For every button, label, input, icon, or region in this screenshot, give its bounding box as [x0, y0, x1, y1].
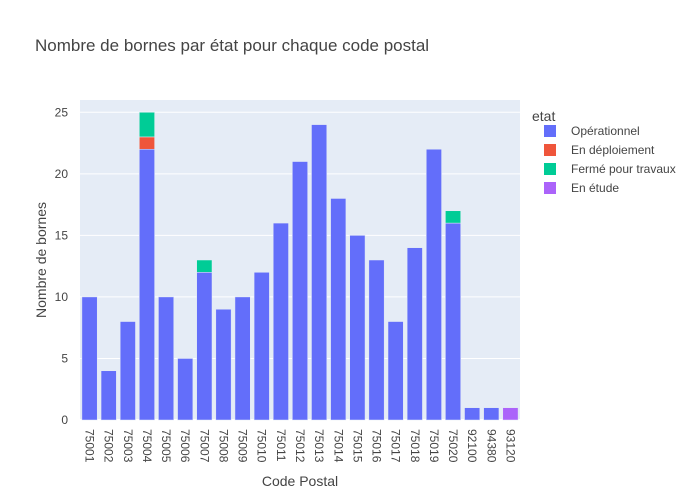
x-tick-label: 75012	[293, 429, 307, 463]
bar-75009-series-0[interactable]	[234, 296, 251, 421]
legend-item[interactable]: Opérationnel	[544, 124, 640, 138]
bar-75018-series-0[interactable]	[406, 247, 423, 421]
x-tick-label: 75011	[274, 429, 288, 462]
x-tick-label: 94380	[484, 429, 498, 463]
legend-label: Opérationnel	[571, 124, 640, 138]
y-tick-label: 10	[55, 290, 69, 304]
bars	[81, 112, 519, 421]
x-tick-label: 93120	[503, 429, 517, 463]
y-axis-ticks: 0 5 10 15 20 25	[55, 105, 69, 427]
bar-75011-series-0[interactable]	[272, 222, 289, 421]
bar-75012-series-0[interactable]	[292, 161, 308, 421]
y-tick-label: 25	[55, 105, 69, 119]
bar-75010-series-0[interactable]	[253, 272, 270, 421]
bar-75002-series-0[interactable]	[100, 370, 117, 421]
x-tick-label: 75018	[408, 429, 422, 463]
bar-92100-series-0[interactable]	[464, 407, 481, 421]
legend[interactable]: etat Opérationnel En déploiement Fermé pou…	[532, 108, 676, 195]
y-tick-label: 15	[55, 228, 69, 242]
bar-75016-series-0[interactable]	[368, 259, 385, 421]
bar-75020-series-2[interactable]	[445, 210, 461, 224]
x-tick-label: 75001	[83, 429, 97, 463]
bar-93120-series-3[interactable]	[502, 407, 519, 421]
bar-75020-series-0[interactable]	[445, 222, 461, 421]
x-tick-label: 75008	[216, 429, 230, 463]
x-axis-ticks: 75001 75002 75003 75004 75005 75006 75007 75008…	[83, 429, 518, 463]
x-tick-label: 75003	[121, 429, 135, 463]
bar-75001-series-0[interactable]	[81, 296, 98, 421]
x-tick-label: 75007	[197, 429, 211, 463]
x-tick-label: 75005	[159, 429, 173, 463]
x-tick-label: 75019	[427, 429, 441, 463]
y-tick-label: 0	[61, 413, 68, 427]
y-axis-title: Nombre de bornes	[33, 202, 49, 318]
bar-75003-series-0[interactable]	[119, 321, 136, 421]
x-tick-label: 75002	[102, 429, 116, 463]
x-tick-label: 75015	[350, 429, 364, 463]
chart-title: Nombre de bornes par état pour chaque co…	[35, 36, 429, 55]
x-tick-label: 75010	[255, 429, 269, 463]
bar-75005-series-0[interactable]	[158, 296, 174, 421]
legend-label: En étude	[571, 181, 619, 195]
legend-swatch	[544, 163, 556, 175]
bar-75004-series-0[interactable]	[139, 148, 155, 421]
x-tick-label: 75009	[236, 429, 250, 463]
legend-label: Fermé pour travaux	[571, 162, 676, 176]
x-tick-label: 75017	[389, 429, 403, 463]
legend-label: En déploiement	[571, 143, 655, 157]
bar-94380-series-0[interactable]	[483, 407, 500, 421]
legend-swatch	[544, 144, 556, 156]
bar-75004-series-2[interactable]	[139, 112, 155, 138]
bar-75017-series-0[interactable]	[387, 321, 404, 421]
legend-title: etat	[532, 108, 555, 124]
bar-75007-series-2[interactable]	[196, 259, 213, 273]
legend-swatch	[544, 182, 556, 194]
x-tick-label: 75016	[370, 429, 384, 463]
bar-75006-series-0[interactable]	[177, 358, 194, 421]
bar-75013-series-0[interactable]	[311, 124, 328, 421]
x-axis-title: Code Postal	[262, 473, 338, 489]
y-tick-label: 5	[61, 351, 68, 365]
bar-75015-series-0[interactable]	[349, 235, 366, 421]
bar-75014-series-0[interactable]	[330, 198, 347, 421]
x-tick-label: 75020	[446, 429, 460, 463]
bar-75004-series-1[interactable]	[139, 136, 155, 150]
legend-item[interactable]: En étude	[544, 181, 619, 195]
legend-item[interactable]: Fermé pour travaux	[544, 162, 676, 176]
legend-item[interactable]: En déploiement	[544, 143, 655, 157]
y-tick-label: 20	[55, 167, 69, 181]
bar-75007-series-0[interactable]	[196, 272, 213, 421]
legend-swatch	[544, 125, 556, 137]
x-tick-label: 92100	[465, 429, 479, 463]
x-tick-label: 75014	[331, 429, 345, 463]
x-tick-label: 75004	[140, 429, 154, 463]
bar-75019-series-0[interactable]	[426, 148, 442, 421]
x-tick-label: 75006	[178, 429, 192, 463]
x-tick-label: 75013	[312, 429, 326, 463]
bar-75008-series-0[interactable]	[215, 308, 232, 421]
